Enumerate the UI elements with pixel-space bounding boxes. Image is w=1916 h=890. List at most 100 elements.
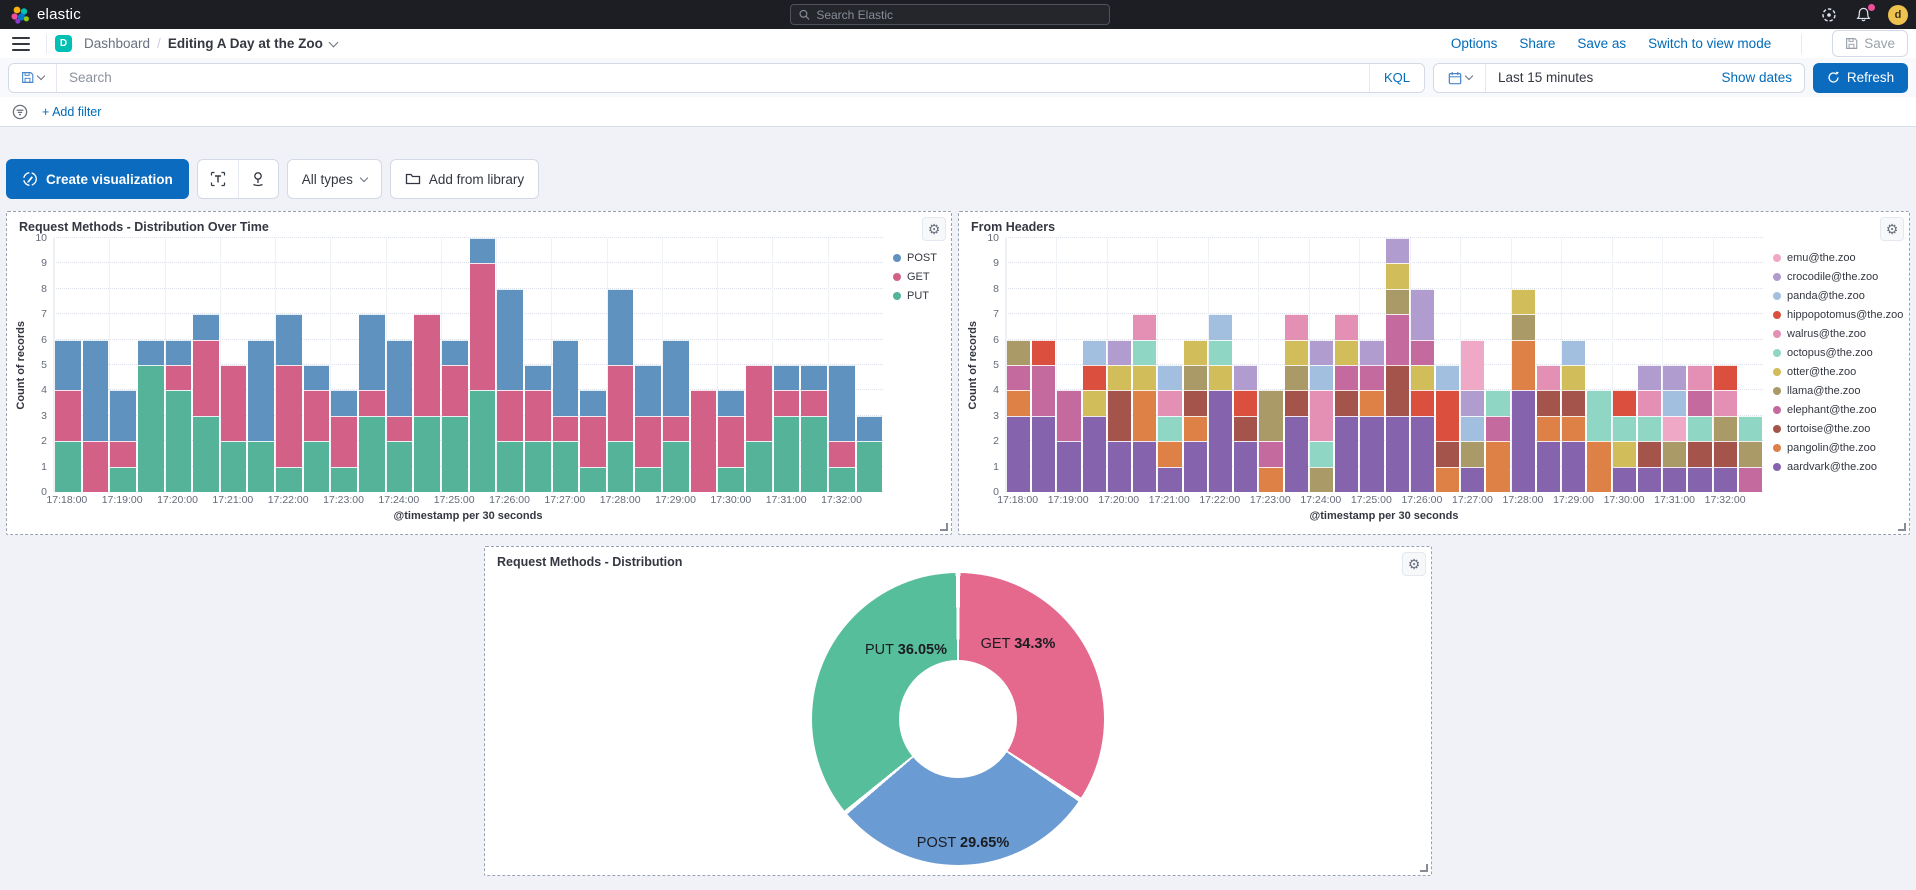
bar-segment[interactable] [1688,441,1712,467]
breadcrumb-dashboard[interactable]: Dashboard [84,36,151,51]
bar-segment[interactable] [1309,339,1334,366]
bar-segment[interactable] [1107,390,1132,442]
bar-segment[interactable] [718,390,745,416]
bar-segment[interactable] [1410,415,1434,492]
bar-segment[interactable] [1234,390,1258,416]
bar-segment[interactable] [110,466,136,492]
bar-segment[interactable] [55,441,81,492]
bar-17:27:30[interactable] [1485,238,1510,492]
bar-segment[interactable] [1562,339,1586,366]
bar-segment[interactable] [1612,466,1636,492]
bar-segment[interactable] [469,238,496,264]
bar-segment[interactable] [1032,339,1056,366]
bar-segment[interactable] [828,365,855,442]
all-types-dropdown[interactable]: All types [286,159,382,199]
bar-segment[interactable] [331,390,358,416]
space-badge[interactable]: D [55,35,72,52]
bar-17:22:00[interactable] [275,238,303,492]
bar-segment[interactable] [1511,390,1535,492]
bar-segment[interactable] [607,441,634,492]
bar-segment[interactable] [1360,339,1384,366]
bar-segment[interactable] [552,441,579,492]
bar-segment[interactable] [1107,339,1132,366]
menu-hamburger-icon[interactable] [12,36,30,51]
bar-segment[interactable] [1360,415,1384,492]
bar-segment[interactable] [1208,314,1233,340]
bar-17:25:30[interactable] [1385,238,1410,492]
bar-segment[interactable] [690,390,717,492]
bar-17:27:30[interactable] [579,238,607,492]
bar-segment[interactable] [801,390,827,416]
bar-17:23:00[interactable] [330,238,358,492]
bar-17:18:00[interactable] [1006,238,1031,492]
refresh-button[interactable]: Refresh [1813,62,1908,93]
bar-segment[interactable] [801,415,827,492]
bar-segment[interactable] [1435,390,1460,442]
bar-segment[interactable] [110,441,136,467]
bar-segment[interactable] [1183,339,1207,366]
bar-17:26:30[interactable] [524,238,552,492]
bar-segment[interactable] [635,365,662,416]
bar-segment[interactable] [1562,441,1586,492]
add-control-button[interactable] [237,160,278,198]
create-visualization-button[interactable]: Create visualization [6,159,189,199]
bar-segment[interactable] [635,466,662,492]
bar-segment[interactable] [1536,390,1561,416]
bar-segment[interactable] [1158,390,1182,416]
legend-item-otter@the.zoo[interactable]: otter@the.zoo [1773,366,1899,378]
bar-segment[interactable] [82,441,109,492]
bar-segment[interactable] [165,339,192,366]
bar-17:31:30[interactable] [1687,238,1712,492]
bar-segment[interactable] [1032,365,1056,416]
bar-17:28:30[interactable] [1536,238,1561,492]
bar-segment[interactable] [1511,288,1535,315]
bar-segment[interactable] [248,339,275,442]
bar-segment[interactable] [1335,314,1359,340]
bar-segment[interactable] [856,441,883,492]
legend-item-pangolin@the.zoo[interactable]: pangolin@the.zoo [1773,442,1899,454]
bar-segment[interactable] [1713,466,1737,492]
panel-title[interactable]: Request Methods - Distribution [497,555,683,569]
bar-segment[interactable] [1385,314,1409,366]
bar-17:27:00[interactable] [1460,238,1485,492]
bar-segment[interactable] [1183,441,1207,492]
bar-17:18:00[interactable] [54,238,82,492]
bar-segment[interactable] [1663,441,1687,467]
bar-segment[interactable] [1688,415,1712,442]
bar-segment[interactable] [1208,365,1233,391]
add-filter-button[interactable]: + Add filter [42,104,102,119]
bar-segment[interactable] [1183,390,1207,416]
panel-options-gear-icon[interactable]: ⚙ [1402,552,1426,576]
bar-segment[interactable] [1663,415,1687,442]
bar-segment[interactable] [1259,390,1283,442]
saved-query-menu-button[interactable] [9,63,57,92]
bar-segment[interactable] [1612,390,1636,416]
bar-17:22:30[interactable] [1233,238,1258,492]
bar-segment[interactable] [414,314,440,416]
bar-segment[interactable] [469,390,496,492]
bar-17:20:30[interactable] [192,238,220,492]
bar-segment[interactable] [1587,390,1611,442]
bar-17:28:00[interactable] [1511,238,1536,492]
bar-segment[interactable] [220,365,247,442]
bar-segment[interactable] [497,441,523,492]
bar-17:21:00[interactable] [220,238,248,492]
bar-segment[interactable] [1612,415,1636,442]
bar-segment[interactable] [1663,365,1687,391]
bar-17:23:30[interactable] [1284,238,1309,492]
bar-segment[interactable] [1082,390,1106,416]
panel-options-gear-icon[interactable]: ⚙ [1880,217,1904,241]
bar-segment[interactable] [1461,339,1485,391]
kql-syntax-button[interactable]: KQL [1368,63,1424,92]
legend-item-POST[interactable]: POST [893,252,941,264]
bar-17:19:30[interactable] [1082,238,1107,492]
bar-segment[interactable] [137,365,164,492]
bar-17:25:00[interactable] [1359,238,1384,492]
date-picker-menu-button[interactable] [1434,63,1486,92]
bar-segment[interactable] [1082,415,1106,492]
bar-segment[interactable] [1536,365,1561,391]
bar-segment[interactable] [1738,441,1763,467]
bar-segment[interactable] [580,466,606,492]
bar-segment[interactable] [1107,441,1132,492]
bar-segment[interactable] [1284,390,1308,416]
